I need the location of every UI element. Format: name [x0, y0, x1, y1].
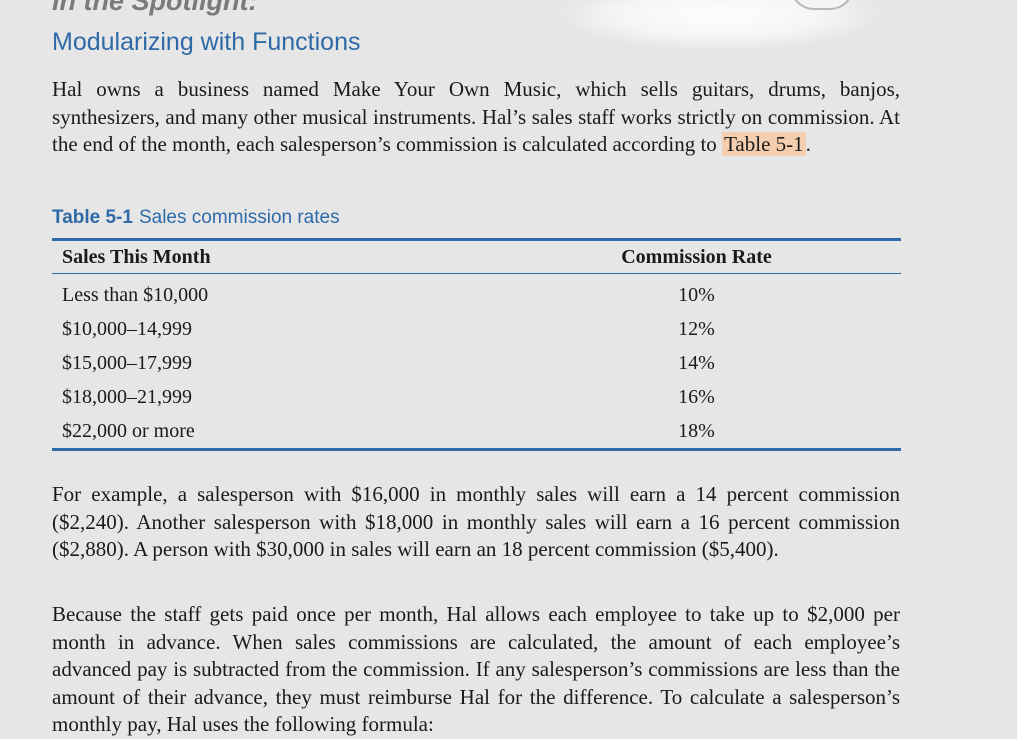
cell-sales: $18,000–21,999 [62, 385, 192, 408]
header-sales: Sales This Month [62, 245, 211, 268]
commission-table: Sales This Month Commission Rate Less th… [52, 238, 901, 451]
table-row: $18,000–21,999 16% [52, 380, 901, 414]
cell-sales: $15,000–17,999 [62, 351, 192, 374]
cell-rate: 16% [678, 385, 715, 408]
table-row: Less than $10,000 10% [52, 274, 901, 313]
cell-sales: $10,000–14,999 [62, 317, 192, 340]
table-row: $10,000–14,999 12% [52, 312, 901, 346]
cell-rate: 10% [678, 283, 715, 306]
intro-text: Hal owns a business named Make Your Own … [52, 77, 900, 156]
intro-text-end: . [805, 132, 811, 156]
table-row: $22,000 or more 18% [52, 414, 901, 450]
intro-paragraph: Hal owns a business named Make Your Own … [52, 76, 900, 159]
table-reference-link[interactable]: Table 5-1 [722, 132, 806, 156]
cell-rate: 12% [678, 317, 715, 340]
table-caption-label: Table 5-1 [52, 207, 133, 228]
cell-rate: 14% [678, 351, 715, 374]
example-paragraph: For example, a salesperson with $16,000 … [52, 482, 900, 561]
section-kicker: In the Spotlight: [52, 0, 258, 16]
table-caption: Table 5-1 Sales commission rates [52, 205, 340, 231]
table-row: $15,000–17,999 14% [52, 346, 901, 380]
advance-paragraph: Because the staff gets paid once per mon… [52, 602, 900, 736]
table-header-row: Sales This Month Commission Rate [52, 239, 901, 274]
section-title: Modularizing with Functions [52, 28, 361, 56]
cell-rate: 18% [678, 419, 715, 442]
header-rate: Commission Rate [621, 245, 772, 268]
cell-sales: $22,000 or more [62, 419, 195, 442]
table-caption-text: Sales commission rates [138, 207, 340, 228]
cell-sales: Less than $10,000 [62, 283, 209, 306]
